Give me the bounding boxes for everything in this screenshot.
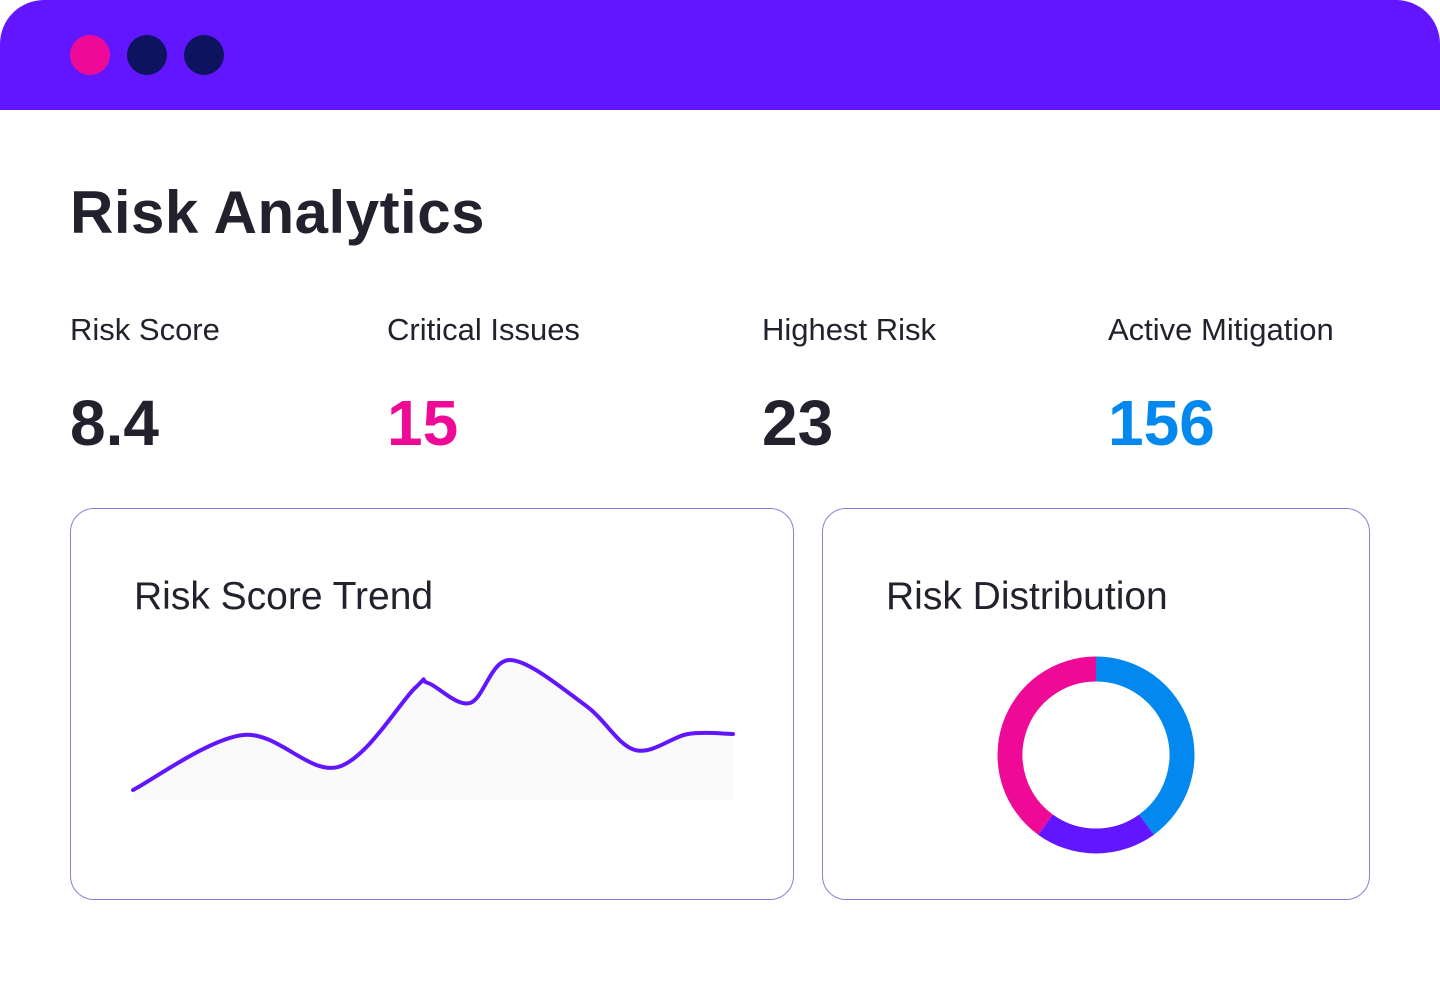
trend-area (133, 659, 733, 800)
stat-value: 15 (387, 387, 459, 459)
stat-label: Critical Issues (387, 312, 580, 347)
stat-label: Risk Score (70, 312, 220, 347)
close-window-button[interactable] (70, 35, 110, 75)
page-title: Risk Analytics (70, 179, 485, 246)
maximize-window-button[interactable] (184, 35, 224, 75)
card-title: Risk Score Trend (134, 575, 434, 618)
stat-value: 23 (762, 387, 834, 459)
stat-label: Highest Risk (762, 312, 936, 347)
stat-risk-score: Risk Score 8.4 (70, 312, 220, 460)
stat-critical-issues: Critical Issues 15 (387, 312, 580, 460)
trend-line (131, 657, 735, 792)
minimize-window-button[interactable] (127, 35, 167, 75)
donut-slice-0 (1095, 656, 1195, 835)
stat-active-mitigation: Active Mitigation 156 (1108, 312, 1334, 460)
stat-value: 8.4 (70, 387, 159, 459)
stat-value: 156 (1108, 387, 1215, 459)
window-titlebar (0, 0, 1440, 110)
donut-slice-2 (997, 656, 1097, 835)
stat-label: Active Mitigation (1108, 312, 1334, 347)
donut-slice-1 (1038, 814, 1154, 854)
card-title: Risk Distribution (886, 575, 1168, 618)
stat-highest-risk: Highest Risk 23 (762, 312, 936, 460)
